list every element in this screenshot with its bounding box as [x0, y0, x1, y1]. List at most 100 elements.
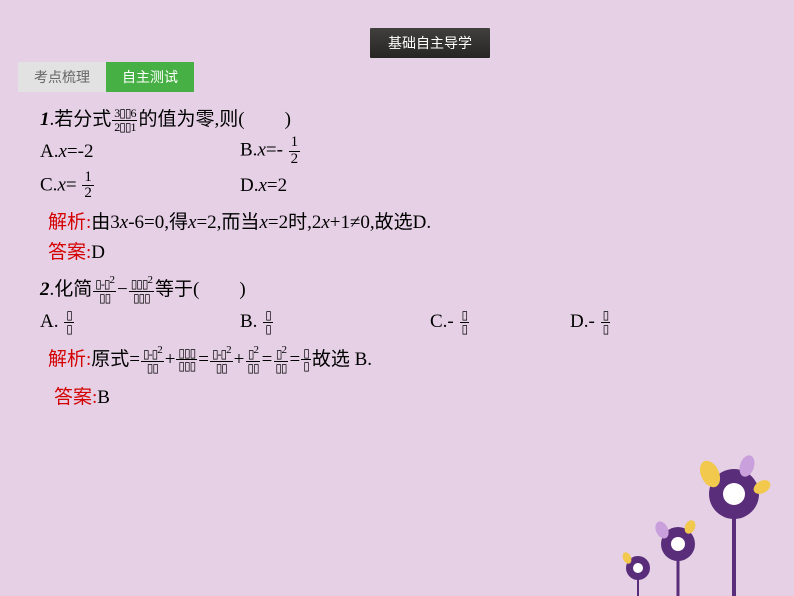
q2-optD-label: D.-: [570, 311, 595, 332]
q1-sol-p2: -6=0,得: [128, 210, 188, 236]
q1-optC-eq: =: [66, 174, 77, 195]
q1-optB-eq: =-: [266, 140, 283, 161]
q2-t2-den: ▯▯▯: [131, 292, 152, 305]
q2-eq1-den: ▯▯: [145, 362, 160, 375]
q2-optC: C.- ▯▯: [430, 309, 570, 336]
q1-optA-val: =-2: [67, 141, 94, 162]
q1-sol-p5: +1≠0,故选D.: [330, 210, 431, 236]
q1-sol-x3: x: [259, 210, 267, 236]
q2-optD: D.- ▯▯: [570, 309, 611, 336]
flower-decoration: [574, 446, 794, 596]
q1-sol-p1: 由3: [91, 210, 120, 236]
q1-options-row1: A.x=-2 B.x=- 1 2: [40, 135, 754, 168]
q1-number: 1: [40, 109, 50, 130]
q2-eq4-den: ▯▯: [245, 362, 260, 375]
q1-optD-var: x: [258, 175, 266, 196]
q2-solution: 解析: 原式= ▯-▯2▯▯ + ▯▯▯▯▯▯ = ▯-▯2▯▯ + ▯2▯▯ …: [40, 345, 754, 374]
q2-optA: A. ▯▯: [40, 309, 240, 336]
q2-eq5-den: ▯▯: [273, 362, 288, 375]
tabs: 考点梳理 自主测试: [18, 62, 194, 92]
q2-optA-label: A.: [40, 311, 58, 332]
q2-t1-num: ▯-▯: [95, 277, 109, 291]
q2-t2-num: ▯▯▯: [131, 277, 148, 291]
tab-outline[interactable]: 考点梳理: [18, 62, 106, 92]
q1-optA: A.x=-2: [40, 139, 240, 165]
header-badge: 基础自主导学: [370, 28, 490, 58]
q2-term1: ▯-▯2 ▯▯: [93, 275, 116, 304]
q1-optD: D.x=2: [240, 173, 430, 199]
q2-optD-num: ▯: [601, 309, 611, 323]
q2-prefix: .化简: [50, 279, 93, 300]
q2-t1-den: ▯▯: [97, 292, 112, 305]
q2-term2: ▯▯▯2 ▯▯▯: [129, 275, 154, 304]
q2-eq6-den: ▯: [301, 360, 311, 373]
q2-stem: 2.化简 ▯-▯2 ▯▯ − ▯▯▯2 ▯▯▯ 等于( ): [40, 275, 754, 304]
q1-optC: C.x= 1 2: [40, 170, 240, 203]
q2-eq2: =: [262, 347, 273, 373]
q2-optB-num: ▯: [263, 309, 273, 323]
q2-optC-label: C.-: [430, 311, 454, 332]
q2-sol-tail: 故选 B.: [312, 347, 372, 373]
q2-eq3: =: [290, 347, 301, 373]
q1-optB-label: B.: [240, 140, 257, 161]
q1-optC-label: C.: [40, 174, 57, 195]
q2-paren-end: ): [239, 277, 245, 303]
q2-ans-label: 答案:: [54, 385, 97, 411]
q1-optD-val: =2: [267, 175, 287, 196]
q1-optB-var: x: [257, 140, 265, 161]
q1-solution: 解析: 由3x-6=0,得x=2,而当x=2时,2x+1≠0,故选D.: [40, 210, 754, 236]
q1-paren-end: ): [285, 107, 291, 133]
q1-sol-p3: =2,而当: [196, 210, 259, 236]
q1-ans-value: D: [91, 240, 105, 266]
q1-ans-label: 答案:: [48, 240, 91, 266]
q2-optB-label: B.: [240, 311, 257, 332]
content-area: 1.若分式 3▯▯6 2▯▯1 的值为零,则( ) A.x=-2 B.x=- 1…: [40, 105, 754, 410]
q1-optA-label: A.: [40, 141, 58, 162]
q2-sol-label: 解析:: [48, 347, 91, 373]
q2-plus2: +: [234, 347, 245, 373]
q2-sol-prefix: 原式=: [91, 347, 140, 373]
q2-suffix: 等于(: [155, 277, 199, 303]
q2-eq6-num: ▯: [301, 347, 311, 361]
q1-suffix: 的值为零,则(: [138, 107, 244, 133]
q1-fraction: 3▯▯6 2▯▯1: [112, 107, 137, 133]
q2-eq2-den: ▯▯▯: [176, 360, 197, 373]
q2-optD-den: ▯: [601, 323, 611, 336]
q2-optA-den: ▯: [64, 323, 74, 336]
q1-frac-num: 3▯▯6: [112, 107, 137, 121]
q2-minus: −: [117, 277, 128, 303]
q2-optB: B. ▯▯: [240, 309, 430, 336]
q1-optC-var: x: [57, 174, 65, 195]
q1-sol-x2: x: [188, 210, 196, 236]
q1-options-row2: C.x= 1 2 D.x=2: [40, 170, 754, 203]
q1-sol-p4: =2时,2: [268, 210, 321, 236]
q2-optA-num: ▯: [64, 309, 74, 323]
q2-optB-den: ▯: [263, 323, 273, 336]
q1-optC-num: 1: [82, 170, 94, 187]
q2-optC-den: ▯: [460, 323, 470, 336]
q2-options: A. ▯▯ B. ▯▯ C.- ▯▯ D.- ▯▯: [40, 309, 754, 336]
q2-eq1-num: ▯-▯: [143, 347, 157, 361]
q1-answer: 答案: D: [40, 240, 754, 266]
q1-prefix: .若分式: [50, 109, 112, 130]
q2-optC-num: ▯: [460, 309, 470, 323]
q1-optD-label: D.: [240, 175, 258, 196]
q2-plus1: +: [165, 347, 176, 373]
q1-optB-den: 2: [289, 152, 301, 168]
q2-eq3-den: ▯▯: [214, 362, 229, 375]
q2-answer: 答案: B: [40, 385, 754, 411]
q1-optB: B.x=- 1 2: [240, 135, 430, 168]
q1-optA-var: x: [58, 141, 66, 162]
q1-stem: 1.若分式 3▯▯6 2▯▯1 的值为零,则( ): [40, 107, 754, 133]
q2-eq2-num: ▯▯▯: [176, 347, 197, 361]
tab-selftest[interactable]: 自主测试: [106, 62, 194, 92]
q1-optC-den: 2: [82, 186, 94, 202]
q2-ans-value: B: [97, 385, 110, 411]
q1-sol-x1: x: [120, 210, 128, 236]
q2-eq3-num: ▯-▯: [212, 347, 226, 361]
q2-eq1: =: [198, 347, 209, 373]
q1-optB-num: 1: [289, 135, 301, 152]
q1-sol-x4: x: [321, 210, 329, 236]
q1-sol-label: 解析:: [48, 210, 91, 236]
q1-frac-den: 2▯▯1: [112, 121, 137, 134]
